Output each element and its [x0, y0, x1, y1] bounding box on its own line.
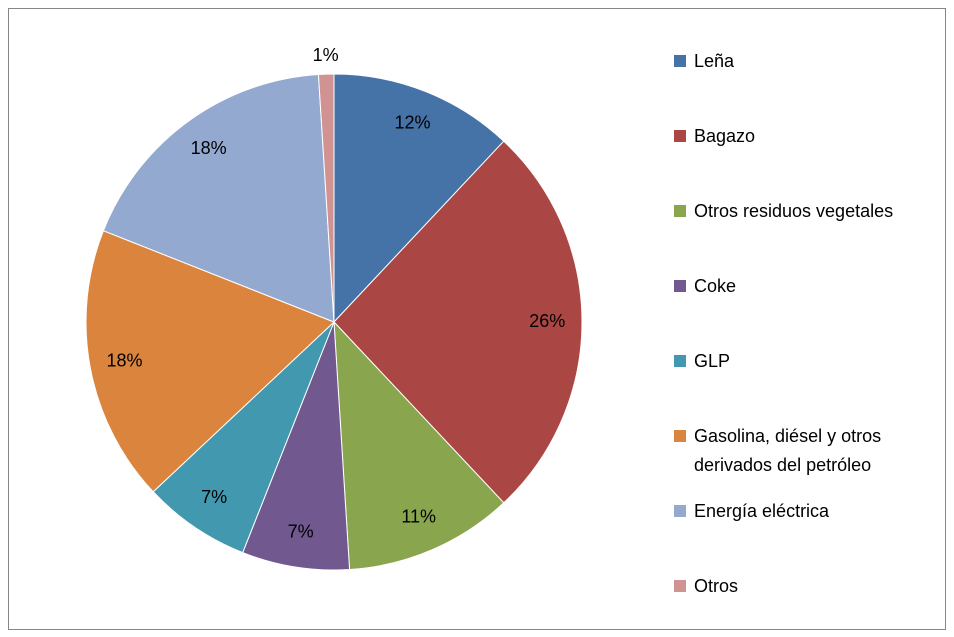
legend-label: Gasolina, diésel y otros derivados del p…	[694, 426, 882, 475]
legend-item: Leña	[674, 47, 924, 76]
legend-swatch	[674, 580, 686, 592]
legend-label: Bagazo	[694, 126, 756, 146]
data-label: 7%	[201, 487, 227, 507]
data-label: 7%	[288, 521, 314, 541]
legend-item: Gasolina, diésel y otros derivados del p…	[674, 422, 924, 480]
legend-label: Coke	[694, 276, 737, 296]
legend-label: Otros residuos vegetales	[694, 201, 894, 221]
legend-label: Leña	[694, 51, 735, 71]
legend-item: Bagazo	[674, 122, 924, 151]
data-label: 12%	[394, 112, 430, 132]
legend-swatch	[674, 430, 686, 442]
pie-slice	[333, 73, 505, 324]
pie-slice	[317, 73, 335, 323]
legend-item: Otros residuos vegetales	[674, 197, 924, 226]
pie-slice	[333, 320, 505, 571]
pie-slice	[85, 230, 335, 493]
legend-label: GLP	[694, 351, 731, 371]
pie-slice	[242, 321, 351, 571]
legend-swatch	[674, 205, 686, 217]
legend-swatch	[674, 505, 686, 517]
legend-swatch	[674, 355, 686, 367]
legend-item: Coke	[674, 272, 924, 301]
data-label: 26%	[529, 311, 565, 331]
legend-item: Otros	[674, 572, 924, 601]
legend-swatch	[674, 130, 686, 142]
pie-slice	[333, 140, 583, 504]
pie-slice	[102, 73, 335, 323]
legend-label: Energía eléctrica	[694, 501, 830, 521]
data-label: 1%	[313, 45, 339, 65]
legend-swatch	[674, 55, 686, 67]
legend-label: Otros	[694, 576, 739, 596]
data-label: 18%	[191, 138, 227, 158]
legend-item: Energía eléctrica	[674, 497, 924, 526]
legend-swatch	[674, 280, 686, 292]
pie-slice	[152, 321, 335, 554]
data-label: 18%	[106, 351, 142, 371]
data-label: 11%	[401, 506, 436, 526]
legend-item: GLP	[674, 347, 924, 376]
